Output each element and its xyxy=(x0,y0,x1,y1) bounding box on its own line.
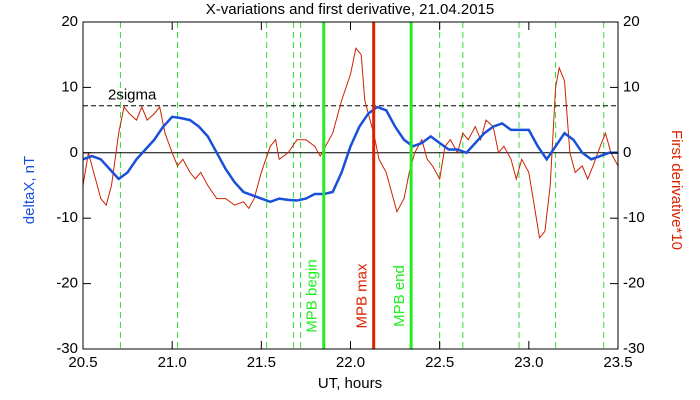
threshold-label: 2sigma xyxy=(108,87,157,104)
y2-tick-label: 0 xyxy=(623,144,631,161)
marker-label: MPB begin xyxy=(304,259,321,332)
series-line xyxy=(82,47,619,239)
x-tick-label: 22.5 xyxy=(425,354,454,371)
x-tick-label: 23.0 xyxy=(514,354,543,371)
y2-tick-label: 20 xyxy=(623,13,640,30)
y-tick-label: 0 xyxy=(70,144,78,161)
y2-tick-label: -10 xyxy=(623,209,645,226)
x-tick-label: 21.0 xyxy=(158,354,187,371)
x-tick-label: 23.5 xyxy=(603,354,632,371)
y2-tick-label: -30 xyxy=(623,340,645,357)
y2-axis-label: First derivative*10 xyxy=(668,130,685,250)
x-tick-label: 22.0 xyxy=(336,354,365,371)
y-tick-label: -10 xyxy=(56,209,78,226)
y-tick-label: 20 xyxy=(61,13,78,30)
y-tick-label: -30 xyxy=(56,340,78,357)
y-tick-label: 10 xyxy=(61,78,78,95)
y2-tick-label: 10 xyxy=(623,78,640,95)
y2-tick-label: -20 xyxy=(623,275,645,292)
y-tick-label: -20 xyxy=(56,275,78,292)
y-axis-label: deltaX, nT xyxy=(21,156,38,224)
marker-label: MPB max xyxy=(354,263,371,329)
chart-title: X-variations and first derivative, 21.04… xyxy=(206,1,495,18)
series-line xyxy=(82,105,618,204)
x-tick-label: 21.5 xyxy=(247,354,276,371)
x-tick-label: 20.5 xyxy=(68,354,97,371)
x-axis-label: UT, hours xyxy=(318,375,382,392)
marker-label: MPB end xyxy=(391,265,408,327)
plot-frame xyxy=(82,21,619,350)
